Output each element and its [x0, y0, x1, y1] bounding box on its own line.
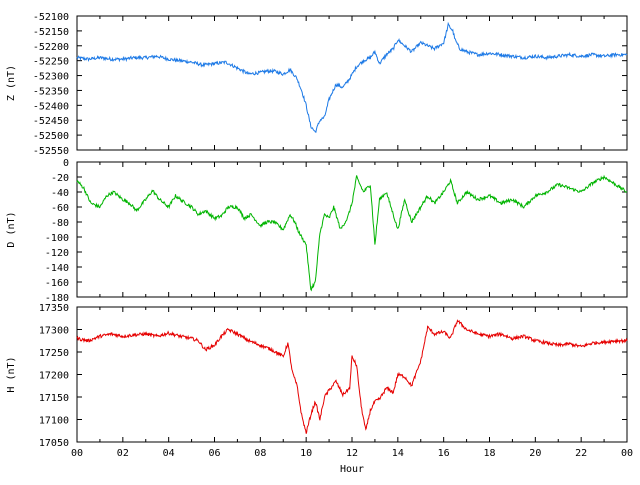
- y-tick-label-h: 17200: [39, 371, 69, 382]
- y-tick-label-d: -140: [45, 263, 69, 274]
- y-tick-label-z: -52300: [33, 72, 69, 83]
- x-tick-label: 20: [529, 448, 541, 459]
- y-tick-label-d: -40: [51, 188, 69, 199]
- y-tick-label-d: -20: [51, 173, 69, 184]
- y-tick-label-z: -52350: [33, 86, 69, 97]
- y-axis-label-d: D (nT): [6, 211, 17, 247]
- y-tick-label-z: -52150: [33, 27, 69, 38]
- x-tick-label: 14: [392, 448, 404, 459]
- x-tick-label: 06: [208, 448, 220, 459]
- y-tick-label-h: 17250: [39, 348, 69, 359]
- y-tick-label-d: -180: [45, 293, 69, 304]
- y-axis-label-h: H (nT): [6, 356, 17, 392]
- y-tick-label-z: -52450: [33, 116, 69, 127]
- y-tick-label-d: -160: [45, 278, 69, 289]
- y-tick-label-h: 17050: [39, 438, 69, 449]
- x-tick-label: 00: [621, 448, 633, 459]
- x-tick-label: 02: [117, 448, 129, 459]
- y-tick-label-z: -52550: [33, 146, 69, 157]
- y-tick-label-z: -52400: [33, 101, 69, 112]
- y-tick-label-z: -52250: [33, 57, 69, 68]
- panel-frame-h: [76, 306, 628, 443]
- y-tick-label-d: -80: [51, 218, 69, 229]
- y-tick-label-d: -120: [45, 248, 69, 259]
- series-line-d: [76, 174, 628, 292]
- x-axis-label: Hour: [340, 464, 364, 475]
- y-tick-label-h: 17150: [39, 393, 69, 404]
- x-tick-label: 22: [575, 448, 587, 459]
- x-tick-label: 04: [163, 448, 175, 459]
- y-tick-label-z: -52100: [33, 12, 69, 23]
- panel-frame-d: [76, 161, 628, 298]
- y-tick-label-d: -100: [45, 233, 69, 244]
- y-tick-label-h: 17300: [39, 326, 69, 337]
- x-tick-label: 08: [254, 448, 266, 459]
- series-line-h: [76, 319, 628, 434]
- panel-frame-z: [76, 15, 628, 151]
- y-tick-label-d: 0: [63, 158, 69, 169]
- y-tick-label-h: 17100: [39, 416, 69, 427]
- x-tick-label: 10: [300, 448, 312, 459]
- y-tick-label-h: 17350: [39, 303, 69, 314]
- series-line-z: [76, 21, 628, 133]
- x-tick-label: 16: [438, 448, 450, 459]
- x-tick-label: 00: [71, 448, 83, 459]
- y-tick-label-z: -52500: [33, 131, 69, 142]
- y-tick-label-z: -52200: [33, 42, 69, 53]
- x-tick-label: 18: [483, 448, 495, 459]
- y-axis-label-z: Z (nT): [6, 65, 17, 101]
- y-tick-label-d: -60: [51, 203, 69, 214]
- x-tick-label: 12: [346, 448, 358, 459]
